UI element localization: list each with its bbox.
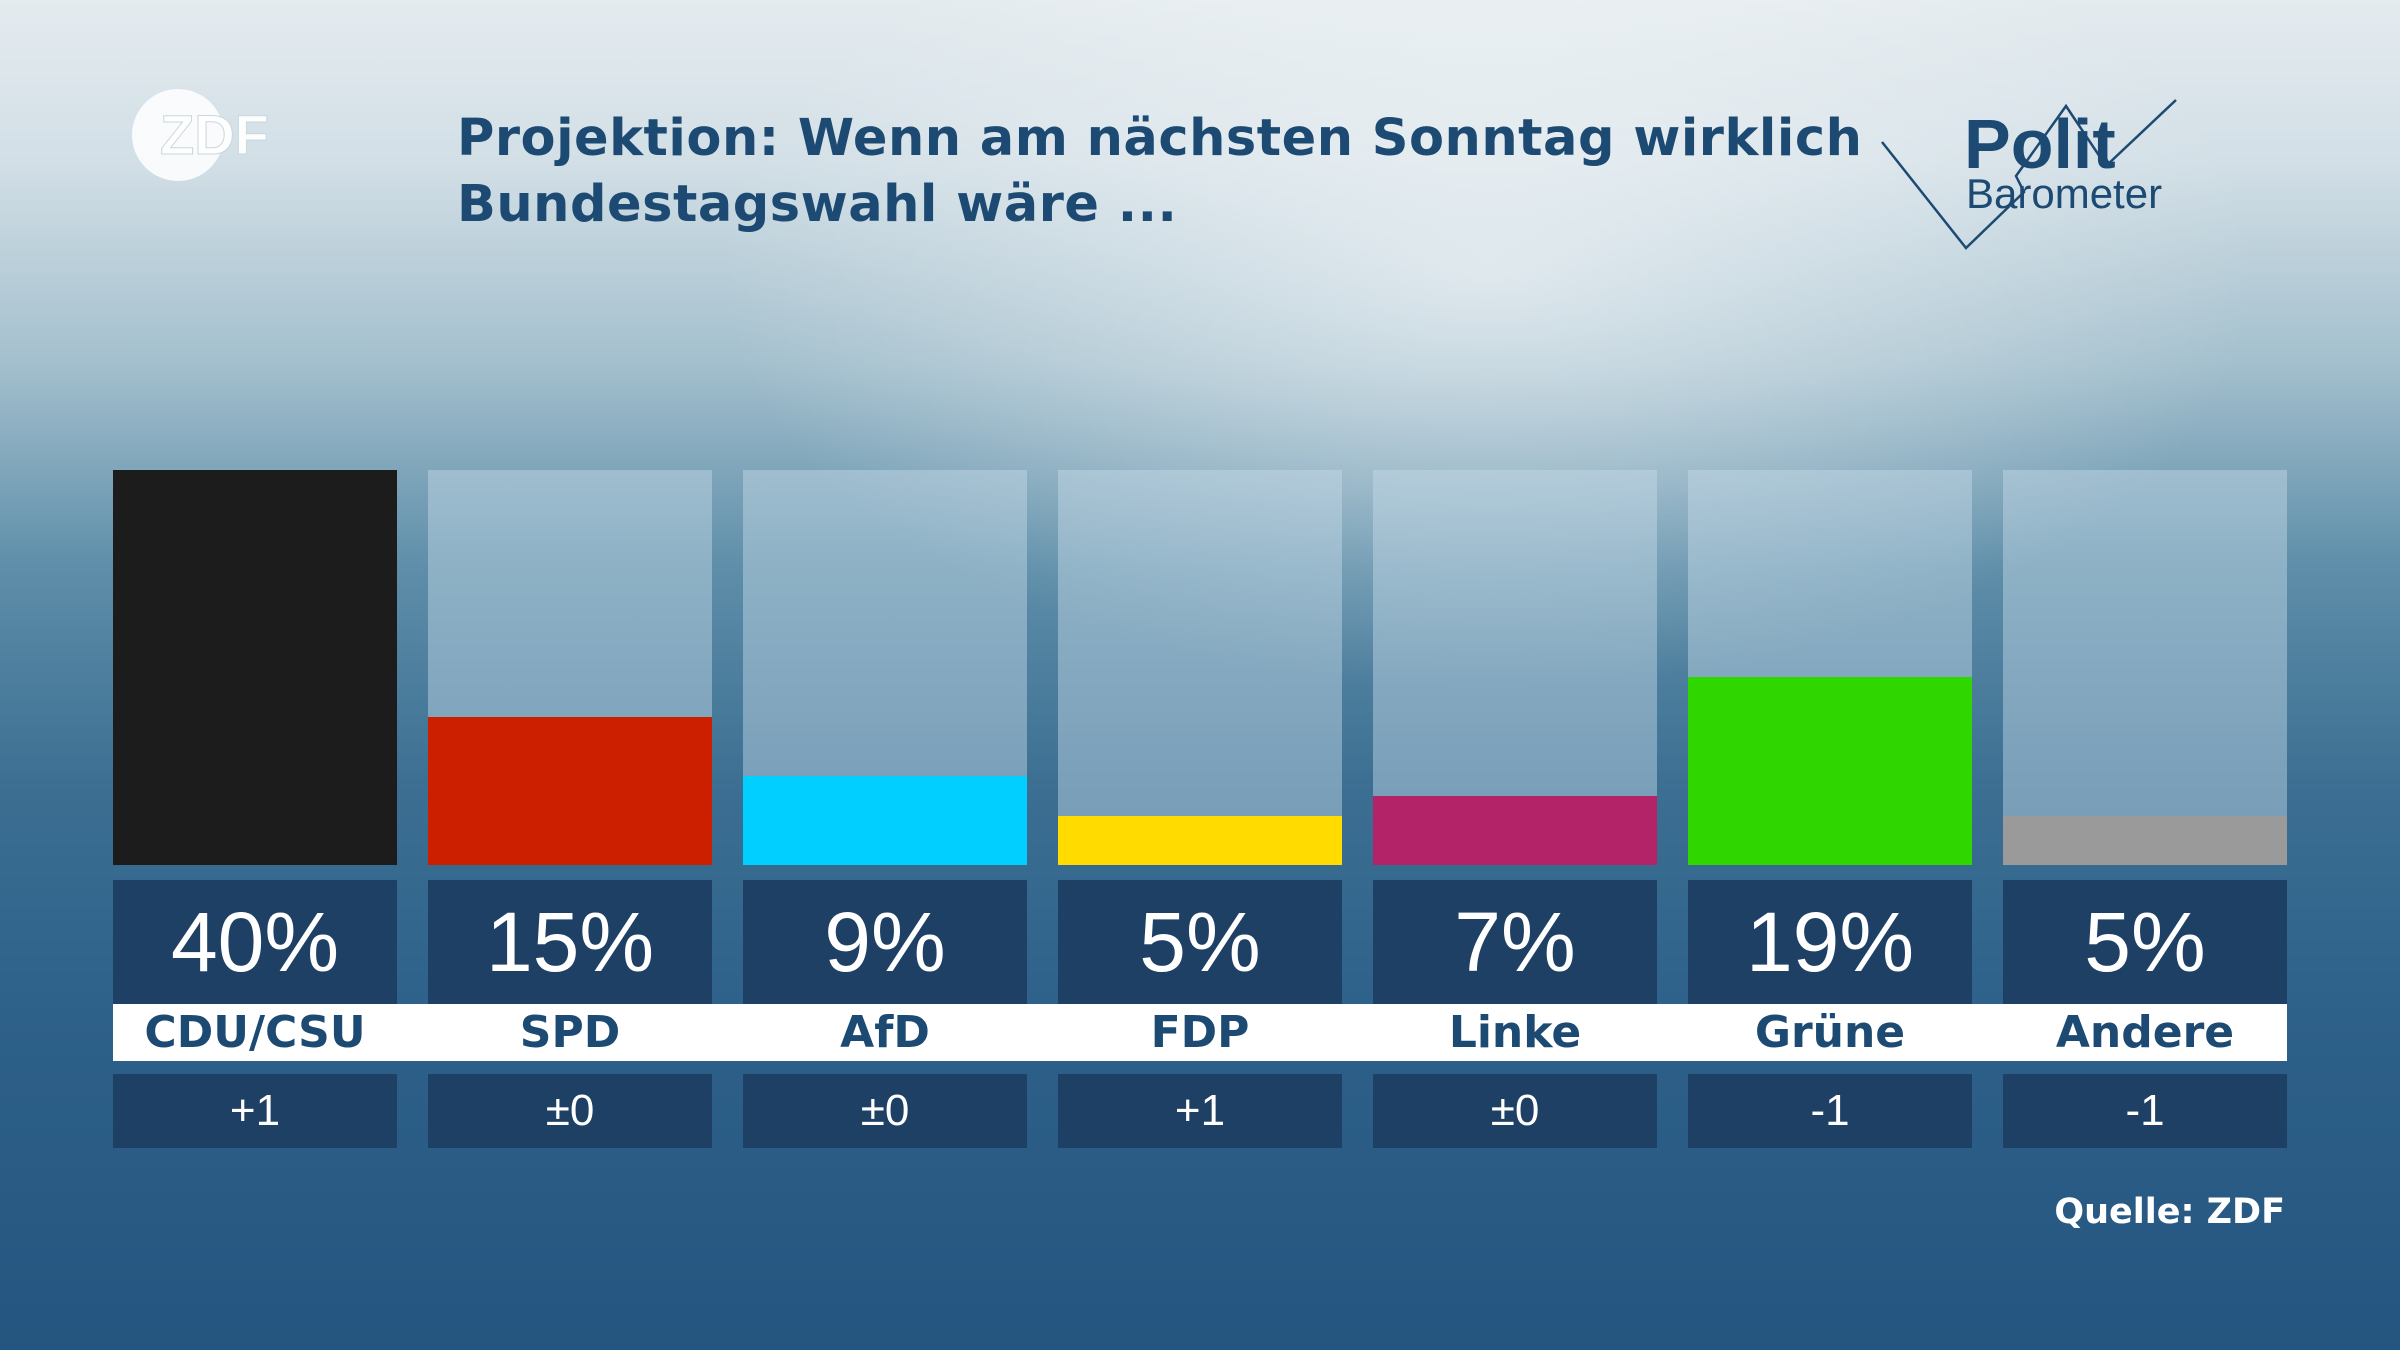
category-label: CDU/CSU bbox=[144, 1007, 366, 1058]
politbarometer-logo-polit: Polit bbox=[1964, 105, 2116, 183]
bar-track bbox=[1058, 470, 1342, 865]
change-label: ±0 bbox=[743, 1074, 1027, 1148]
title-line-2: Bundestagswahl wäre ... bbox=[457, 175, 1178, 234]
party-label-band bbox=[113, 1004, 2287, 1061]
value-label: 9% bbox=[743, 880, 1027, 1004]
value-label: 5% bbox=[1058, 880, 1342, 1004]
zdf-logo: ZDF bbox=[132, 89, 269, 181]
bar-track bbox=[743, 470, 1027, 865]
bar-column: 5% bbox=[2003, 470, 2287, 1150]
bar bbox=[1688, 677, 1972, 865]
bar bbox=[743, 776, 1027, 865]
bar-track bbox=[1688, 470, 1972, 865]
change-label: +1 bbox=[113, 1074, 397, 1148]
bar-chart: 40% CDU/CSU +1 15% SPD ±0 9% AfD ±0 5% FDP +1 7% Link… bbox=[113, 470, 2287, 1150]
change-label: ±0 bbox=[1373, 1074, 1657, 1148]
value-label: 40% bbox=[113, 880, 397, 1004]
title-line-1: Projektion: Wenn am nächsten Sonntag wir… bbox=[457, 109, 1863, 168]
value-label: 7% bbox=[1373, 880, 1657, 1004]
bar-track bbox=[113, 470, 397, 865]
bar-track bbox=[2003, 470, 2287, 865]
value-label: 15% bbox=[428, 880, 712, 1004]
bar bbox=[428, 717, 712, 865]
bar-column: 15% bbox=[428, 470, 712, 1150]
bar bbox=[113, 470, 397, 865]
category-label: AfD bbox=[840, 1007, 930, 1058]
bar bbox=[1058, 816, 1342, 865]
bar-column: 9% bbox=[743, 470, 1027, 1150]
change-label: +1 bbox=[1058, 1074, 1342, 1148]
value-label: 5% bbox=[2003, 880, 2287, 1004]
politbarometer-logo-graphic bbox=[1881, 99, 2177, 250]
bar bbox=[1373, 796, 1657, 865]
category-label: Grüne bbox=[1754, 1007, 1906, 1058]
bar-column: 7% bbox=[1373, 470, 1657, 1150]
bar-column: 40% bbox=[113, 470, 397, 1150]
category-label: Linke bbox=[1448, 1007, 1582, 1058]
bar-track bbox=[428, 470, 712, 865]
bar-track bbox=[1373, 470, 1657, 865]
bar-column: 19% bbox=[1688, 470, 1972, 1150]
politbarometer-logo-barometer: Barometer bbox=[1966, 170, 2163, 217]
value-label: 19% bbox=[1688, 880, 1972, 1004]
change-label: -1 bbox=[1688, 1074, 1972, 1148]
bar-column: 5% bbox=[1058, 470, 1342, 1150]
bar bbox=[2003, 816, 2287, 865]
category-label: SPD bbox=[519, 1007, 621, 1058]
category-label: FDP bbox=[1150, 1007, 1250, 1058]
change-label: -1 bbox=[2003, 1074, 2287, 1148]
category-label: Andere bbox=[2055, 1007, 2235, 1058]
change-label: ±0 bbox=[428, 1074, 712, 1148]
chart-title: Projektion: Wenn am nächsten Sonntag wir… bbox=[457, 106, 1863, 238]
zdf-logo-text: ZDF bbox=[160, 103, 269, 166]
source-note: Quelle: ZDF bbox=[2054, 1192, 2285, 1232]
